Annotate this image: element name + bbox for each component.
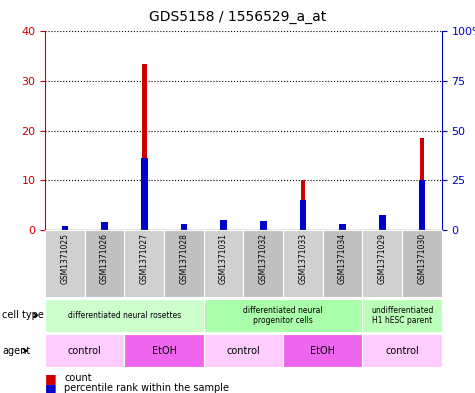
FancyBboxPatch shape	[283, 230, 323, 297]
FancyBboxPatch shape	[204, 334, 283, 367]
Bar	[301, 180, 305, 230]
FancyBboxPatch shape	[323, 230, 362, 297]
Bar	[340, 228, 345, 230]
Bar	[419, 138, 424, 230]
FancyBboxPatch shape	[164, 230, 204, 297]
FancyBboxPatch shape	[45, 299, 204, 332]
Bar	[142, 64, 147, 230]
Bar	[379, 215, 386, 230]
Text: control: control	[68, 346, 102, 356]
Bar	[181, 228, 186, 230]
Text: GDS5158 / 1556529_a_at: GDS5158 / 1556529_a_at	[149, 10, 326, 24]
Bar	[102, 224, 107, 230]
Bar	[63, 228, 67, 230]
FancyBboxPatch shape	[204, 299, 362, 332]
Text: GSM1371034: GSM1371034	[338, 233, 347, 285]
Bar	[62, 226, 68, 230]
Bar	[380, 216, 385, 230]
Bar	[260, 221, 266, 230]
FancyBboxPatch shape	[402, 230, 442, 297]
Text: GSM1371025: GSM1371025	[60, 233, 69, 284]
Text: count: count	[64, 373, 92, 383]
Bar	[101, 222, 108, 230]
Text: differentiated neural rosettes: differentiated neural rosettes	[68, 311, 181, 320]
Text: GSM1371031: GSM1371031	[219, 233, 228, 284]
Text: GSM1371028: GSM1371028	[180, 233, 189, 284]
Text: cell type: cell type	[2, 310, 44, 320]
Bar	[418, 180, 425, 230]
FancyBboxPatch shape	[124, 230, 164, 297]
Text: GSM1371030: GSM1371030	[418, 233, 427, 285]
Text: GSM1371033: GSM1371033	[298, 233, 307, 285]
Text: EtOH: EtOH	[152, 346, 177, 356]
Bar	[300, 200, 306, 230]
Text: ■: ■	[45, 371, 57, 385]
Bar	[339, 224, 346, 230]
Bar	[221, 221, 226, 230]
Text: GSM1371027: GSM1371027	[140, 233, 149, 284]
FancyBboxPatch shape	[283, 334, 362, 367]
Text: control: control	[227, 346, 260, 356]
Text: GSM1371026: GSM1371026	[100, 233, 109, 284]
Text: GSM1371032: GSM1371032	[259, 233, 268, 284]
Text: control: control	[385, 346, 419, 356]
FancyBboxPatch shape	[362, 299, 442, 332]
Text: undifferentiated
H1 hESC parent: undifferentiated H1 hESC parent	[371, 306, 433, 325]
FancyBboxPatch shape	[45, 230, 85, 297]
Text: EtOH: EtOH	[310, 346, 335, 356]
Bar	[141, 158, 148, 230]
FancyBboxPatch shape	[124, 334, 204, 367]
Text: agent: agent	[2, 346, 30, 356]
Bar	[180, 224, 187, 230]
FancyBboxPatch shape	[85, 230, 124, 297]
Text: percentile rank within the sample: percentile rank within the sample	[64, 383, 229, 393]
FancyBboxPatch shape	[204, 230, 243, 297]
FancyBboxPatch shape	[243, 230, 283, 297]
Text: GSM1371029: GSM1371029	[378, 233, 387, 284]
FancyBboxPatch shape	[45, 334, 124, 367]
FancyBboxPatch shape	[362, 230, 402, 297]
FancyBboxPatch shape	[362, 334, 442, 367]
Bar	[261, 222, 266, 230]
Text: ■: ■	[45, 382, 57, 393]
Bar	[220, 220, 227, 230]
Text: differentiated neural
progenitor cells: differentiated neural progenitor cells	[243, 306, 323, 325]
